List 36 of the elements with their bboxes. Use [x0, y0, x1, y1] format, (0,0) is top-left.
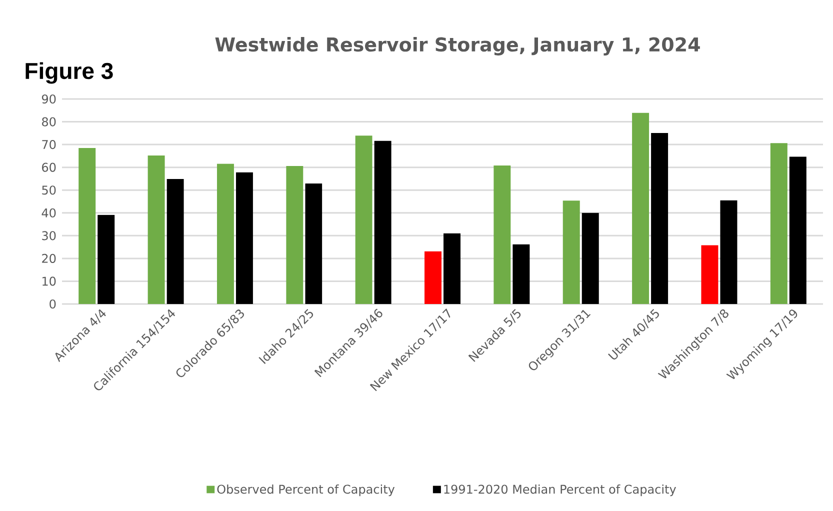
y-tick-label: 80	[42, 117, 56, 126]
bar	[494, 166, 511, 304]
bar	[216, 164, 234, 304]
bar	[374, 140, 392, 304]
y-tick-label: 70	[42, 140, 56, 150]
bar	[98, 214, 115, 304]
bar	[424, 251, 442, 304]
bar	[286, 166, 304, 304]
bar	[305, 184, 322, 304]
bar	[789, 156, 806, 304]
y-tick-label: 40	[42, 208, 56, 218]
y-tick-label: 50	[42, 186, 56, 195]
bar	[512, 244, 530, 304]
bar	[720, 200, 738, 304]
bar	[78, 148, 96, 304]
bar	[651, 132, 668, 304]
y-tick-label: 0	[50, 299, 56, 309]
legend-label: 1991-2020 Median Percent of Capacity	[444, 484, 676, 496]
bar	[770, 143, 788, 304]
caption: Figure 3	[26, 62, 113, 84]
bar	[562, 200, 580, 304]
bar	[355, 136, 372, 304]
y-tick-label: 30	[42, 231, 56, 240]
legend-label: Observed Percent of Capacity	[217, 484, 395, 496]
bar	[582, 212, 599, 304]
y-tick-label: 90	[42, 94, 56, 104]
y-tick-label: 60	[42, 162, 56, 172]
bar	[444, 233, 461, 304]
bar	[236, 172, 253, 304]
bar	[632, 112, 650, 304]
bar	[166, 178, 184, 304]
bar	[701, 245, 718, 304]
chart-title: Westwide Reservoir Storage, January 1, 2024	[215, 36, 700, 56]
y-tick-label: 20	[42, 254, 56, 263]
bar	[148, 155, 165, 304]
y-tick-label: 10	[42, 276, 56, 286]
